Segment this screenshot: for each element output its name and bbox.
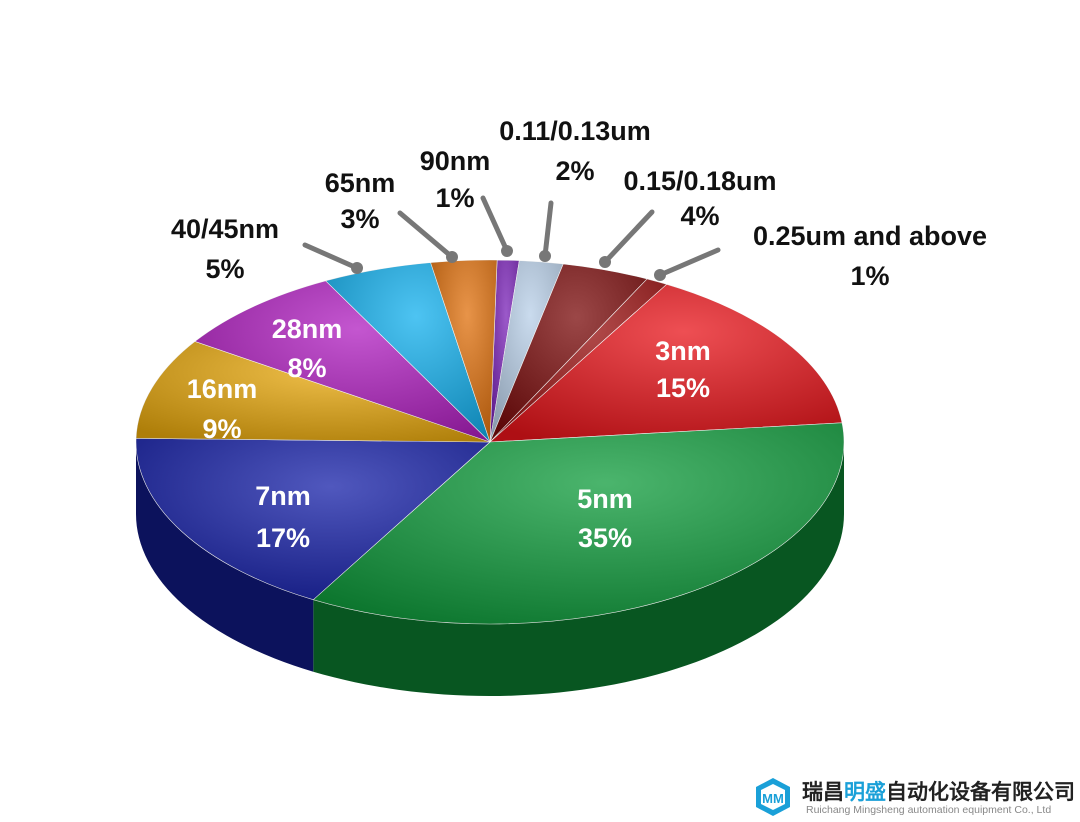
slice-value-label: 1% xyxy=(850,261,889,291)
company-name-accent: 明盛 xyxy=(844,780,886,804)
leader-line xyxy=(397,210,455,260)
leader-line xyxy=(657,247,721,278)
leader-line xyxy=(602,209,655,265)
pie-slice-shade xyxy=(135,438,490,600)
pie-slice-shade xyxy=(313,422,845,624)
leader-dot xyxy=(654,269,666,281)
company-logo: MM 瑞昌明盛自动化设备有限公司 Ruichang Mingsheng auto… xyxy=(752,774,1080,822)
pie-side-6 xyxy=(136,442,314,672)
slice-label: 5nm xyxy=(577,484,633,514)
pie-slice-shade xyxy=(136,341,490,442)
pie-slice-shade xyxy=(194,280,490,442)
slice-value-label: 8% xyxy=(287,353,326,383)
slice-label: 3nm xyxy=(655,336,711,366)
slice-label: 0.15/0.18um xyxy=(623,166,776,196)
slice-label: 40/45nm xyxy=(171,214,279,244)
slice-value-label: 17% xyxy=(256,523,310,553)
slice-value-label: 1% xyxy=(435,183,474,213)
leader-line xyxy=(542,200,554,259)
leader-dot xyxy=(501,245,513,257)
pie-slice-shade xyxy=(490,263,648,442)
slice-value-label: 9% xyxy=(202,414,241,444)
slice-value-label: 3% xyxy=(340,204,379,234)
leader-dot xyxy=(351,262,363,274)
slice-label: 65nm xyxy=(325,168,396,198)
company-name-part: 瑞昌 xyxy=(802,780,844,804)
slice-label: 0.11/0.13um xyxy=(499,116,651,146)
slice-label: 0.25um and above xyxy=(753,221,987,251)
company-name-en: Ruichang Mingsheng automation equipment … xyxy=(806,804,1052,816)
slice-label: 7nm xyxy=(255,481,311,511)
slice-value-label: 15% xyxy=(656,373,710,403)
company-name-cn: 瑞昌明盛自动化设备有限公司 xyxy=(802,776,1075,806)
leader-line xyxy=(480,195,510,254)
hexagon-logo-icon: MM xyxy=(756,778,790,816)
slice-value-label: 4% xyxy=(680,201,719,231)
slice-label: 28nm xyxy=(272,314,343,344)
pie-slice-shade xyxy=(490,284,843,442)
slice-value-label: 35% xyxy=(578,523,632,553)
leader-dot xyxy=(539,250,551,262)
slice-value-label: 2% xyxy=(555,156,594,186)
slice-label: 16nm xyxy=(187,374,258,404)
company-name-part: 自动化设备有限公司 xyxy=(886,780,1075,804)
slice-value-label: 5% xyxy=(205,254,244,284)
pie-side-5 xyxy=(313,442,845,696)
leader-dot xyxy=(446,251,458,263)
svg-text:MM: MM xyxy=(762,791,784,806)
leader-line xyxy=(302,242,360,271)
pie-slice-shade xyxy=(490,278,667,442)
pie-slice-shade xyxy=(490,260,564,442)
pie-slice-shade xyxy=(430,260,498,442)
slice-label: 90nm xyxy=(420,146,491,176)
pie-slice-shade xyxy=(325,262,490,442)
leader-dot xyxy=(599,256,611,268)
